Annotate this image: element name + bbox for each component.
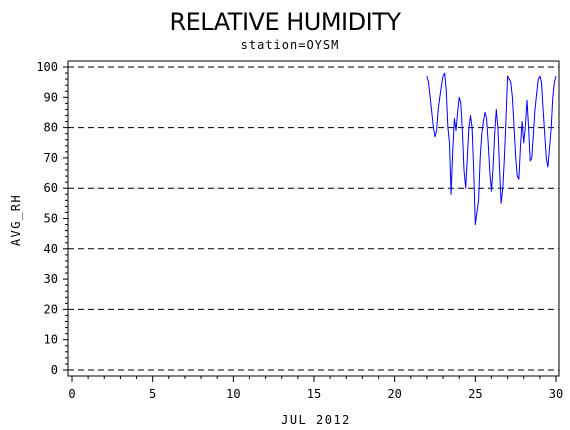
x-tick-label: 5 (149, 387, 156, 401)
series-group (426, 72, 557, 226)
plot-frame (67, 60, 560, 377)
y-tick-label: 60 (44, 181, 58, 195)
y-tick-label: 70 (44, 151, 58, 165)
x-tick-label: 25 (468, 387, 482, 401)
x-tick-label: 15 (307, 387, 321, 401)
y-tick-label: 40 (44, 242, 58, 256)
chart-title: RELATIVE HUMIDITY (169, 8, 401, 36)
y-tick-label: 30 (44, 272, 58, 286)
y-axis-label: AVG_RH (9, 194, 23, 246)
y-tick-label: 20 (44, 302, 58, 316)
x-tick-label: 30 (549, 387, 563, 401)
y-tick-label: 90 (44, 90, 58, 104)
gridlines (68, 66, 559, 371)
y-axis-ticks: 0 10 20 30 40 50 60 70 80 90 100 (36, 60, 68, 377)
y-tick-label: 100 (36, 60, 58, 74)
y-tick-label: 80 (44, 121, 58, 135)
chart-subtitle: station=OYSM (241, 38, 340, 52)
y-tick-label: 0 (51, 363, 58, 377)
x-axis-ticks: 0 5 10 15 20 25 30 (68, 376, 563, 401)
y-tick-label: 10 (44, 333, 58, 347)
series-line (426, 72, 557, 226)
x-tick-label: 0 (68, 387, 75, 401)
y-tick-label: 50 (44, 212, 58, 226)
x-tick-label: 20 (387, 387, 401, 401)
x-axis-label: JUL 2012 (281, 413, 351, 427)
x-tick-label: 10 (226, 387, 240, 401)
